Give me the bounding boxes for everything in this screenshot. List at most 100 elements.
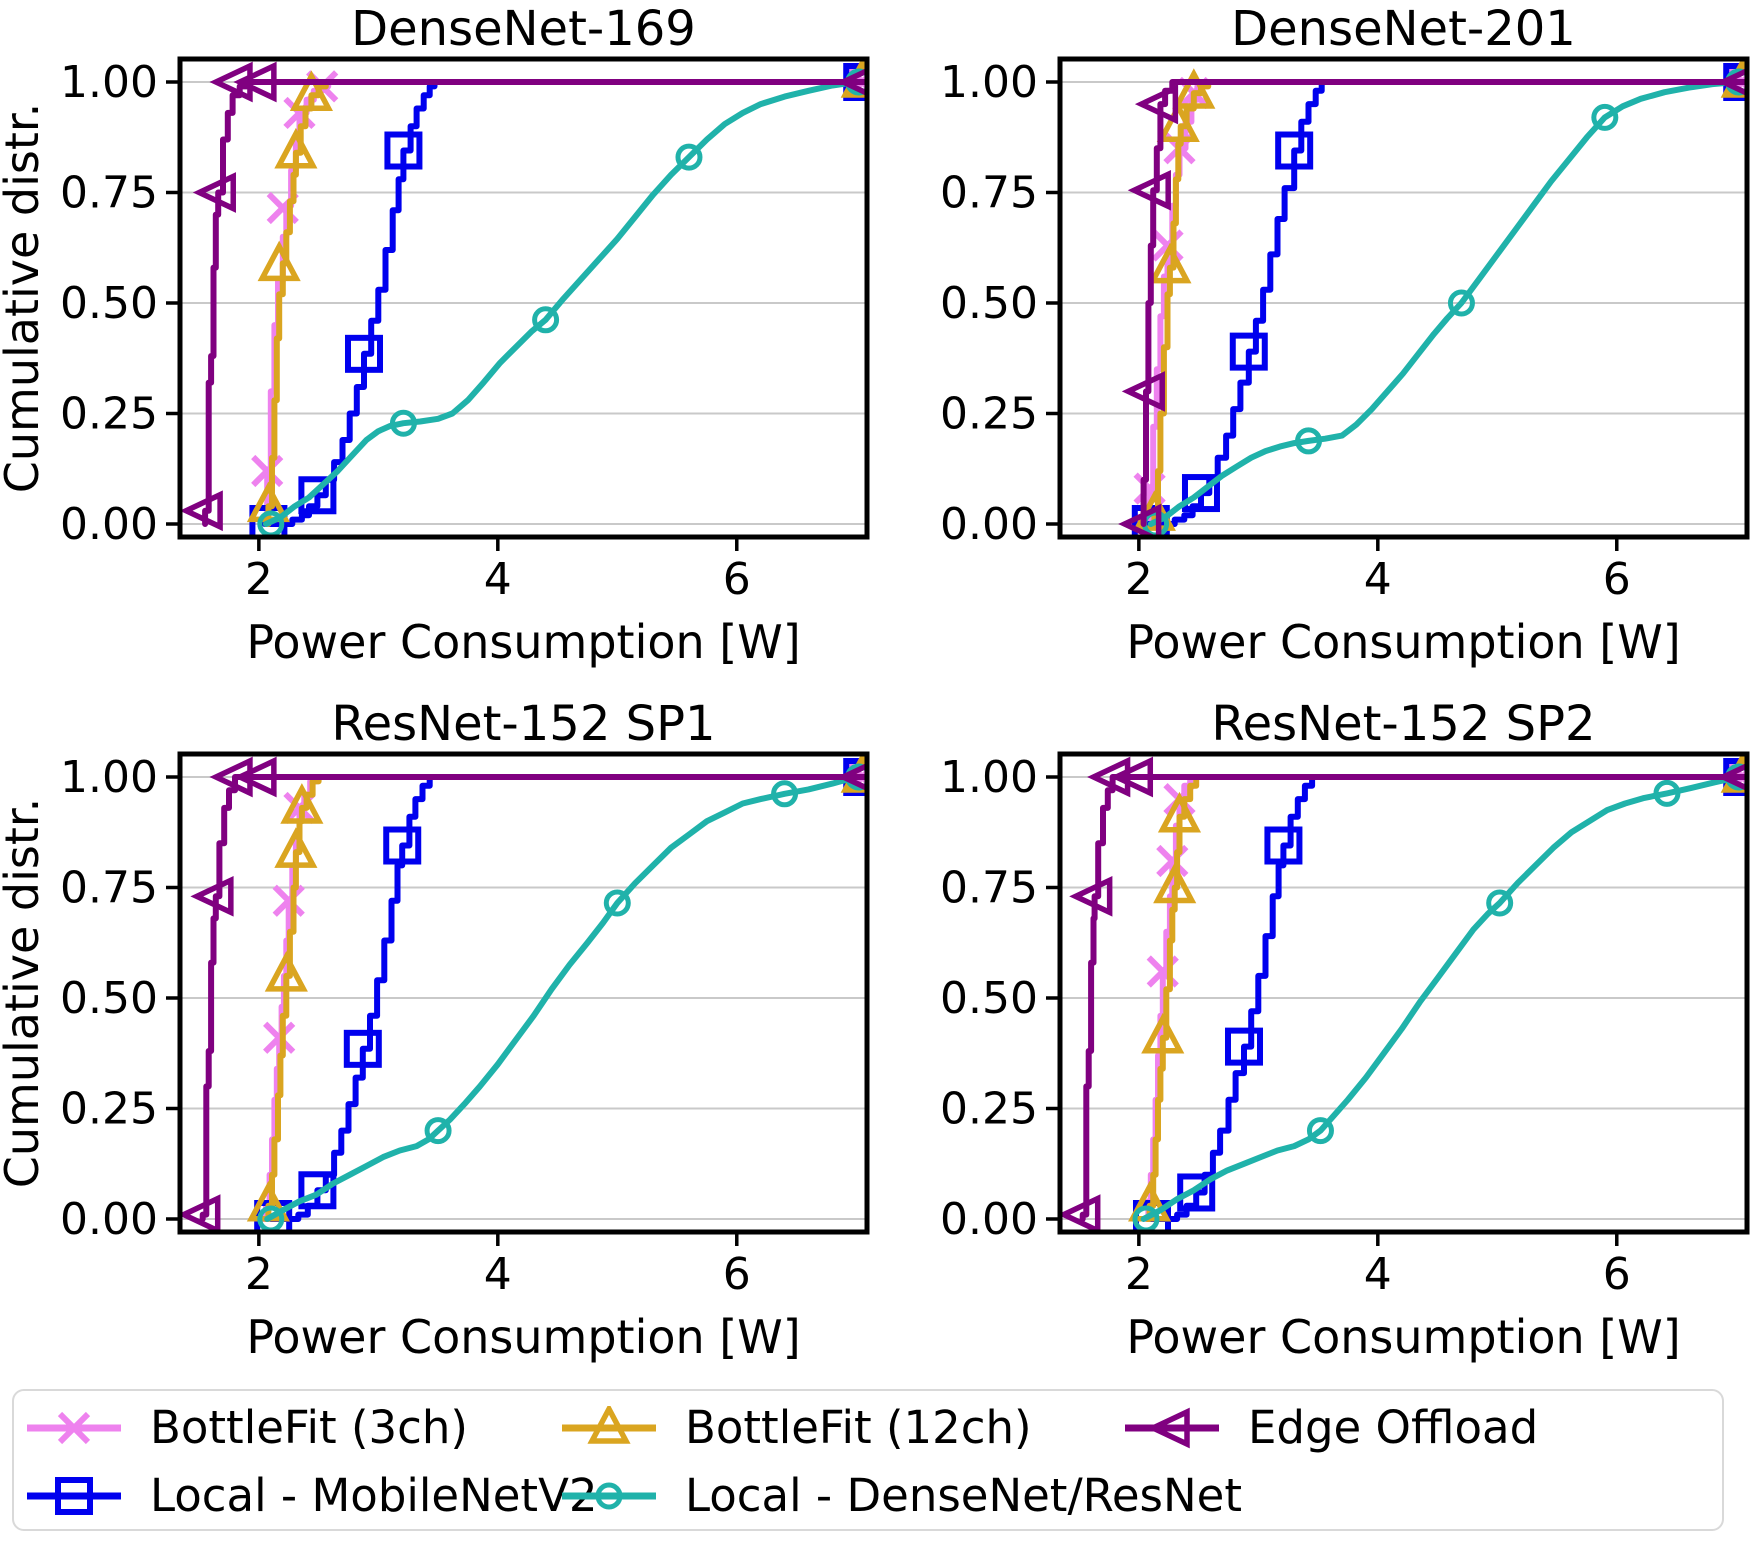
series-marker-bottlefit_3ch bbox=[251, 454, 284, 488]
series-marker-local_densenet_resnet bbox=[771, 780, 799, 808]
y-tick-label: 0.00 bbox=[940, 1194, 1038, 1245]
series-marker-bottlefit_12ch bbox=[257, 240, 301, 282]
series-line-local_densenet_resnet bbox=[1147, 79, 1747, 527]
y-tick-label: 1.00 bbox=[60, 752, 158, 803]
local-mobilenetv2-square-marker-icon bbox=[24, 1474, 124, 1518]
series-marker-local_densenet_resnet bbox=[1653, 779, 1681, 807]
series-marker-edge_offload bbox=[192, 172, 236, 213]
series-marker-local_densenet_resnet bbox=[389, 409, 417, 437]
series-line-bottlefit_12ch bbox=[263, 79, 867, 527]
x-tick-label: 6 bbox=[1603, 554, 1631, 605]
y-tick-label: 0.25 bbox=[940, 389, 1038, 440]
bottlefit-3ch-x-marker-icon bbox=[24, 1406, 124, 1450]
series-marker-bottlefit_12ch bbox=[1148, 242, 1192, 284]
edge-offload-triangle-left-marker-icon bbox=[1122, 1406, 1222, 1450]
y-tick-label: 0.25 bbox=[940, 1084, 1038, 1135]
y-tick-label: 0.00 bbox=[60, 1194, 158, 1245]
y-tick-label: 0.50 bbox=[940, 973, 1038, 1024]
series-marker-bottlefit_3ch bbox=[1151, 229, 1184, 262]
x-axis-label: Power Consumption [W] bbox=[246, 615, 800, 669]
series-marker-edge_offload bbox=[1069, 876, 1113, 917]
series-marker-edge_offload bbox=[836, 762, 867, 792]
series-marker-local_densenet_resnet bbox=[1591, 103, 1619, 131]
series-marker-local_densenet_resnet bbox=[1447, 289, 1475, 317]
legend-label: Edge Offload bbox=[1248, 1401, 1539, 1454]
series-line-edge_offload bbox=[199, 774, 867, 1222]
y-tick-label: 0.00 bbox=[60, 499, 158, 550]
series-line-local_densenet_resnet bbox=[263, 79, 867, 527]
chart-resnet-152-sp2: 2 4 6 0.00 0.25 0.50 0.75 1.00 ResNet-152 SP2 Pow… bbox=[940, 696, 1750, 1364]
series-marker-edge_offload bbox=[209, 756, 253, 798]
legend-item-edge-offload: Edge Offload bbox=[1122, 1399, 1538, 1457]
series-marker-edge_offload bbox=[1087, 756, 1131, 798]
series-marker-edge_offload bbox=[233, 756, 277, 798]
x-tick-label: 2 bbox=[1125, 554, 1153, 605]
series-marker-bottlefit_12ch bbox=[1172, 68, 1216, 109]
local_mobilenetv2-marker-icon bbox=[55, 1477, 93, 1515]
series-marker-edge_offload bbox=[180, 1194, 221, 1232]
y-tick-label: 0.75 bbox=[60, 168, 158, 219]
axes-frame bbox=[177, 751, 870, 1235]
y-tick-label: 1.00 bbox=[940, 57, 1038, 108]
series-marker-edge_offload bbox=[1118, 503, 1162, 537]
chart-title: DenseNet-201 bbox=[1231, 1, 1576, 57]
y-tick-label: 0.50 bbox=[60, 278, 158, 329]
bottlefit_12ch-marker-icon bbox=[587, 1403, 631, 1444]
legend-label: Local - DenseNet/ResNet bbox=[685, 1469, 1242, 1522]
series-line-bottlefit_12ch bbox=[1149, 79, 1747, 527]
series-marker-bottlefit_12ch bbox=[1156, 101, 1200, 142]
x-tick-label: 2 bbox=[245, 554, 273, 605]
bottlefit-12ch-triangle-up-marker-icon bbox=[559, 1403, 659, 1450]
series-line-edge_offload bbox=[1079, 774, 1747, 1222]
legend-label: BottleFit (3ch) bbox=[150, 1401, 468, 1454]
series-marker-local_densenet_resnet bbox=[603, 889, 631, 917]
series-marker-bottlefit_12ch bbox=[1157, 791, 1202, 833]
series-marker-bottlefit_3ch bbox=[263, 1021, 296, 1054]
series-marker-edge_offload bbox=[1121, 371, 1165, 412]
edge_offload-marker-icon bbox=[1146, 1407, 1190, 1449]
y-tick-label: 1.00 bbox=[60, 57, 158, 108]
legend-item-bottlefit-12ch: BottleFit (12ch) bbox=[559, 1399, 1032, 1457]
series-line-local_densenet_resnet bbox=[1140, 774, 1747, 1222]
chart-densenet-169: 2 4 6 0.00 0.25 0.50 0.75 1.00 DenseNet-169 Power… bbox=[0, 1, 870, 669]
x-tick-label: 6 bbox=[723, 554, 751, 605]
x-tick-label: 4 bbox=[484, 554, 512, 605]
series-marker-local_mobilenetv2 bbox=[298, 476, 337, 515]
series-marker-local_mobilenetv2 bbox=[383, 826, 422, 865]
chart-densenet-201: 2 4 6 0.00 0.25 0.50 0.75 1.00 DenseNet-201 Power… bbox=[940, 1, 1750, 669]
series-marker-bottlefit_12ch bbox=[274, 827, 318, 868]
chart-title: ResNet-152 SP1 bbox=[331, 696, 715, 752]
series-marker-local_densenet_resnet bbox=[1295, 427, 1323, 455]
chart-title: ResNet-152 SP2 bbox=[1211, 696, 1595, 752]
local_densenet_resnet-marker-icon bbox=[595, 1482, 623, 1510]
series-marker-local_mobilenetv2 bbox=[384, 131, 423, 170]
series-marker-local_mobilenetv2 bbox=[1181, 474, 1220, 513]
series-marker-edge_offload bbox=[209, 61, 253, 103]
x-tick-label: 2 bbox=[1125, 1249, 1153, 1300]
series-marker-local_densenet_resnet bbox=[424, 1117, 452, 1145]
legend-item-local-densenet-resnet: Local - DenseNet/ResNet bbox=[559, 1467, 1242, 1525]
series-marker-local_densenet_resnet bbox=[532, 306, 560, 334]
series-marker-bottlefit_12ch bbox=[246, 481, 290, 523]
x-tick-label: 4 bbox=[1364, 1249, 1392, 1300]
chart-resnet-152-sp1: 2 4 6 0.00 0.25 0.50 0.75 1.00 ResNet-152 SP1 Pow… bbox=[0, 696, 870, 1364]
chart-title: DenseNet-169 bbox=[351, 1, 696, 57]
series-marker-local_mobilenetv2 bbox=[1264, 826, 1303, 865]
series-line-local_densenet_resnet bbox=[264, 774, 867, 1222]
y-tick-label: 0.75 bbox=[940, 168, 1038, 219]
series-marker-bottlefit_12ch bbox=[280, 783, 324, 824]
series-marker-local_mobilenetv2 bbox=[343, 1029, 382, 1068]
axes-frame bbox=[1057, 751, 1750, 1235]
series-marker-local_densenet_resnet bbox=[1306, 1117, 1334, 1145]
series-marker-bottlefit_12ch bbox=[289, 70, 334, 112]
series-marker-edge_offload bbox=[233, 61, 277, 103]
y-axis-label: Cumulative distr. bbox=[0, 798, 49, 1188]
series-marker-edge_offload bbox=[1127, 169, 1171, 211]
y-tick-label: 0.25 bbox=[60, 389, 158, 440]
y-tick-label: 0.50 bbox=[940, 278, 1038, 329]
x-tick-label: 4 bbox=[1364, 554, 1392, 605]
series-marker-bottlefit_12ch bbox=[1153, 862, 1197, 904]
y-axis-label: Cumulative distr. bbox=[0, 103, 49, 493]
y-tick-label: 1.00 bbox=[940, 752, 1038, 803]
